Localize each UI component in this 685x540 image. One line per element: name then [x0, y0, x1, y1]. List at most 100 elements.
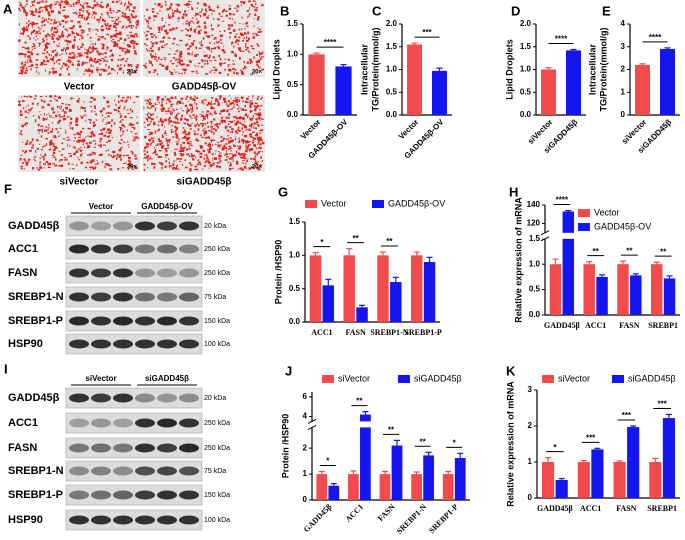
y-tick-label: 2 [528, 421, 533, 430]
blot-strip [65, 238, 203, 260]
significance-label: *** [622, 411, 632, 420]
bar [410, 255, 423, 322]
kda-label: 75 kDa [204, 294, 226, 301]
protein-name: GADD45β [8, 392, 60, 404]
blot-band [179, 339, 199, 349]
bar [308, 54, 325, 115]
blot-band [157, 443, 177, 453]
blot-band [135, 443, 155, 453]
blot-strip [65, 437, 203, 459]
x-tick-label: ACC1 [585, 321, 606, 330]
blot-band [179, 418, 199, 428]
y-tick-label: 0.0 [386, 110, 398, 119]
blot-band [113, 393, 133, 403]
blot-band [135, 316, 155, 326]
y-tick-label: 0.5 [529, 285, 541, 294]
blot-strip [65, 387, 203, 409]
significance-label: **** [324, 38, 337, 47]
kda-label: 20 kDa [204, 395, 226, 402]
legend-swatch [322, 375, 334, 383]
blot-band [91, 268, 111, 278]
panel-label: C [372, 3, 382, 18]
blot-band [135, 221, 155, 231]
x-tick-label: ACC1 [344, 502, 365, 523]
lipid-stain [143, 95, 265, 172]
blot-strip [65, 484, 203, 506]
y-tick-label: 0 [528, 493, 533, 502]
group-header: siGADD45β [145, 374, 189, 383]
protein-name: ACC1 [8, 417, 38, 429]
y-tick-label: 6 [303, 392, 308, 401]
y-tick-label: 1 [528, 457, 533, 466]
blot-band [179, 268, 199, 278]
blot-band [69, 515, 89, 525]
group-header: Vector [89, 202, 113, 211]
y-tick-label: 0.0 [289, 317, 301, 326]
protein-name: SREBP1-P [8, 489, 63, 501]
significance-label: ** [660, 247, 667, 256]
lipid-stain [18, 0, 140, 77]
legend-swatch [398, 375, 410, 383]
bar [423, 262, 436, 322]
y-tick-label: 1.0 [386, 65, 398, 74]
blot-band [69, 292, 89, 302]
bar [316, 474, 328, 500]
kda-label: 75 kDa [204, 468, 226, 475]
y-axis-label: TG/Protein(mmol/g) [598, 28, 608, 112]
bar [348, 474, 359, 500]
lipid-stain [18, 95, 139, 171]
blot-band [135, 466, 155, 476]
y-tick-label: 1.0 [529, 259, 541, 268]
bar [566, 50, 581, 115]
blot-band [91, 393, 111, 403]
blot-band [69, 490, 89, 500]
legend-label: GADD45β-OV [594, 221, 651, 231]
x-tick-label: FASN [619, 321, 640, 330]
blot-band [179, 466, 199, 476]
kda-label: 250 kDa [204, 445, 230, 452]
y-axis-label: Intracellular [587, 43, 597, 95]
blot-band [179, 515, 199, 525]
x-tick-label: SREBP1-P [404, 328, 441, 337]
y-tick-label: 1.5 [287, 19, 299, 28]
x-tick-label: SREBP1-N [370, 328, 408, 337]
y-tick-label: 0.5 [287, 80, 299, 89]
blot-strip [65, 286, 203, 308]
x-tick-label: FASN [616, 504, 637, 513]
legend-swatch [578, 223, 590, 231]
blot-band [91, 292, 111, 302]
panel-label: H [509, 184, 518, 199]
significance-label: ** [626, 246, 633, 255]
bar [343, 255, 355, 322]
axis-break-mark [307, 424, 317, 430]
legend-label: GADD45β-OV [388, 198, 445, 208]
blot-band [157, 466, 177, 476]
blot-band [91, 316, 111, 326]
x-tick-label: SREBP1 [648, 321, 678, 330]
significance-label: * [453, 438, 457, 447]
bar [591, 449, 604, 498]
bar [617, 264, 629, 315]
axis-break-mark [307, 418, 317, 424]
significance-label: **** [649, 33, 662, 42]
significance-label: *** [657, 400, 667, 409]
y-tick-label: 140 [527, 200, 541, 209]
bar [549, 264, 562, 315]
x-tick-label: ACC1 [311, 328, 332, 337]
bar [649, 462, 662, 498]
bar [377, 255, 389, 322]
blot-band [179, 393, 199, 403]
kda-label: 250 kDa [204, 420, 230, 427]
blot-band [135, 268, 155, 278]
protein-name: GADD45β [8, 220, 60, 232]
y-axis-label: Relative expression of mRNA [505, 381, 515, 507]
y-tick-label: 1.5 [529, 234, 541, 243]
blot-band [135, 339, 155, 349]
legend-swatch [612, 375, 624, 383]
blot-band [91, 221, 111, 231]
scale-label: 20× [127, 165, 138, 171]
bar [360, 414, 371, 500]
blot-band [69, 393, 89, 403]
blot-strip [65, 333, 203, 355]
